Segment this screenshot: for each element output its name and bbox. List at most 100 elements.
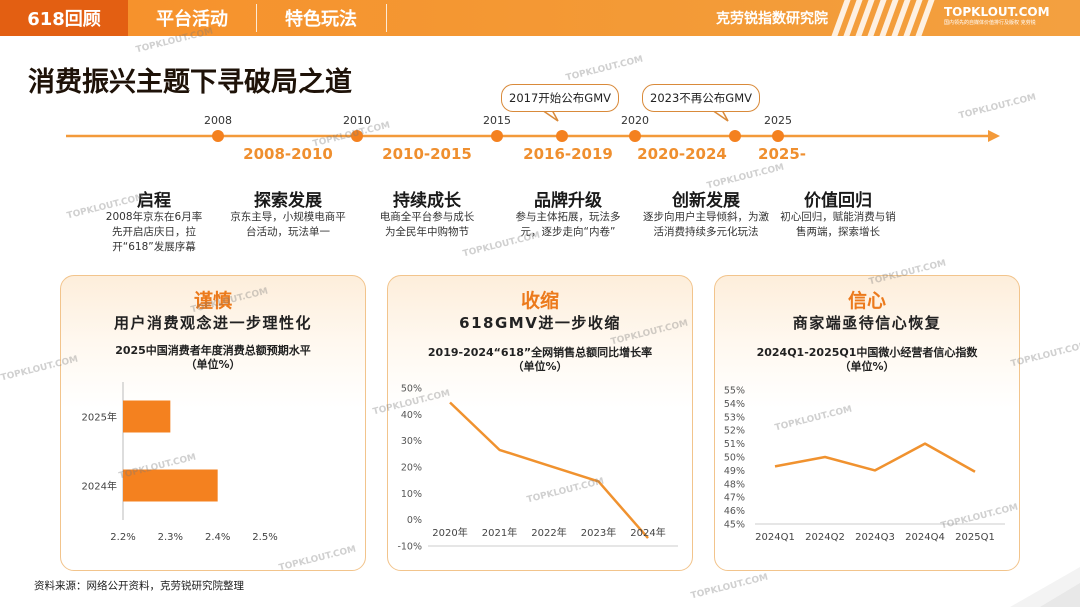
phase-title: 价值回归 <box>804 191 872 211</box>
x-tick-label: 2024年 <box>630 526 665 539</box>
timeline-dot <box>491 130 503 142</box>
phase-title: 品牌升级 <box>534 191 602 211</box>
timeline-dot <box>351 130 363 142</box>
phase-title: 持续成长 <box>393 191 461 211</box>
y-tick-label: 0% <box>407 515 422 526</box>
tab-separator <box>386 4 387 32</box>
x-tick-label: 2024Q4 <box>905 532 945 543</box>
corner-decoration <box>1010 567 1080 607</box>
y-tick-label: 50% <box>401 384 422 395</box>
x-tick-label: 2024Q3 <box>855 532 895 543</box>
phase-description: 逐步向用户主导倾斜，为激活消费持续多元化玩法 <box>643 211 769 238</box>
logo-text: TOPKLOUT.COM <box>944 5 1050 19</box>
y-tick-label: 40% <box>401 410 422 421</box>
period-label: 2020-2024 <box>637 145 727 163</box>
card-caution: 谨慎 用户消费观念进一步理性化 2025中国消费者年度消费总额预期水平 （单位%… <box>60 275 366 571</box>
logo-subtext: 国内领先的自媒体价值排行及版权 克劳锐 <box>944 20 1036 26</box>
top-nav-bar: 618回顾 平台活动 特色玩法 克劳锐指数研究院 TOPKLOUT.COM 国内… <box>0 0 1080 36</box>
y-tick-label: 50% <box>724 453 745 464</box>
phase-title: 探索发展 <box>254 191 322 211</box>
gmv-growth-line-chart: 50% 40% 30% 20% 10% 0% -10% 2020年 2021年 2022年 2023… <box>397 384 678 553</box>
card-subheading: 618GMV进一步收缩 <box>459 314 621 332</box>
watermark: TOPKLOUT.COM <box>689 572 770 602</box>
x-tick-label: 2022年 <box>531 526 566 539</box>
x-tick-label: 2020年 <box>432 526 467 539</box>
period-label: 2016-2019 <box>523 145 613 163</box>
y-tick-label: 30% <box>401 436 422 447</box>
phase-description: 京东主导，小规模电商平台活动，玩法单一 <box>230 211 346 238</box>
tab-separator <box>256 4 257 32</box>
phase-title: 创新发展 <box>672 191 740 211</box>
y-tick-label: 51% <box>724 439 745 450</box>
chart-title: 2025中国消费者年度消费总额预期水平 <box>115 344 311 357</box>
phase-description: 初心回归，赋能消费与销售两端，探索增长 <box>780 211 896 238</box>
consumption-expectation-bar-chart: 2025年 2024年 2.2% 2.3% 2.4% 2.5% <box>82 382 278 543</box>
y-tick-label: 20% <box>401 463 422 474</box>
timeline-dot <box>556 130 568 142</box>
x-tick-label: 2024Q1 <box>755 532 795 543</box>
year-label: 2015 <box>483 114 511 127</box>
year-label: 2020 <box>621 114 649 127</box>
watermark: TOPKLOUT.COM <box>705 162 786 192</box>
card-subheading: 商家端亟待信心恢复 <box>792 314 942 332</box>
data-line <box>449 401 649 539</box>
watermark: TOPKLOUT.COM <box>1009 340 1080 370</box>
y-tick-label: 45% <box>724 520 745 531</box>
timeline-dot <box>772 130 784 142</box>
timeline-arrow-icon <box>988 130 1000 142</box>
tab-featured-gameplay[interactable]: 特色玩法 <box>285 9 357 30</box>
year-label: 2025 <box>764 114 792 127</box>
card-heading: 收缩 <box>520 290 559 312</box>
data-line <box>774 442 976 473</box>
tab-platform-activities[interactable]: 平台活动 <box>156 9 228 30</box>
chart-unit: （单位%） <box>512 360 568 373</box>
phase-description: 2008年京东在6月率先开启店庆日，拉开“618”发展序幕 <box>105 211 203 253</box>
card-confidence: 信心 商家端亟待信心恢复 2024Q1-2025Q1中国微小经营者信心指数 （单… <box>714 275 1020 571</box>
bar <box>123 400 171 433</box>
y-tick-label: 53% <box>724 412 745 423</box>
topklout-logo: TOPKLOUT.COM 国内领先的自媒体价值排行及版权 克劳锐 <box>944 6 1054 32</box>
y-tick-label: 54% <box>724 399 745 410</box>
y-tick-label: 55% <box>724 386 745 397</box>
timeline-dot <box>729 130 741 142</box>
x-tick-label: 2.2% <box>110 532 135 543</box>
card-heading: 谨慎 <box>193 290 232 312</box>
chart-title: 2019-2024“618”全网销售总额同比增长率 <box>427 346 653 359</box>
y-tick-label: -10% <box>397 542 422 553</box>
timeline-axis <box>66 109 1000 142</box>
phase-description: 参与主体拓展，玩法多元，逐步走向“内卷” <box>515 211 621 238</box>
y-tick-label: 49% <box>724 466 745 477</box>
merchant-confidence-line-chart: 55% 54% 53% 52% 51% 50% 49% 48% 47% 46% 45% 2024Q1 2… <box>724 386 1005 543</box>
page-title: 消费振兴主题下寻破局之道 <box>28 67 352 98</box>
period-label: 2010-2015 <box>382 145 472 163</box>
phase-description: 电商全平台参与成长为全民年中购物节 <box>379 211 475 238</box>
x-tick-label: 2.5% <box>252 532 277 543</box>
x-tick-label: 2025Q1 <box>955 532 995 543</box>
x-tick-label: 2021年 <box>482 526 517 539</box>
callout-2017-gmv: 2017开始公布GMV <box>501 84 619 112</box>
data-source-note: 资料来源：网络公开资料，克劳锐研究院整理 <box>34 580 244 592</box>
chart-unit: （单位%） <box>185 358 241 371</box>
year-label: 2010 <box>343 114 371 127</box>
y-tick-label: 52% <box>724 426 745 437</box>
y-tick-label: 10% <box>401 489 422 500</box>
tab-618-review[interactable]: 618回顾 <box>0 0 128 36</box>
phase-title: 启程 <box>137 191 171 211</box>
timeline-dot <box>212 130 224 142</box>
x-tick-label: 2.3% <box>158 532 183 543</box>
y-tick-label: 47% <box>724 493 745 504</box>
chart-title: 2024Q1-2025Q1中国微小经营者信心指数 <box>756 346 978 359</box>
chart-unit: （单位%） <box>839 360 895 373</box>
y-tick-label: 48% <box>724 479 745 490</box>
card-subheading: 用户消费观念进一步理性化 <box>113 314 312 332</box>
card-shrink: 收缩 618GMV进一步收缩 2019-2024“618”全网销售总额同比增长率… <box>387 275 693 571</box>
bar <box>123 469 218 502</box>
y-tick-label: 2024年 <box>82 480 117 493</box>
x-tick-label: 2023年 <box>581 526 616 539</box>
y-tick-label: 2025年 <box>82 411 117 424</box>
timeline-dot <box>629 130 641 142</box>
y-tick-label: 46% <box>724 506 745 517</box>
year-label: 2008 <box>204 114 232 127</box>
period-label: 2025- <box>758 145 806 163</box>
x-tick-label: 2024Q2 <box>805 532 845 543</box>
